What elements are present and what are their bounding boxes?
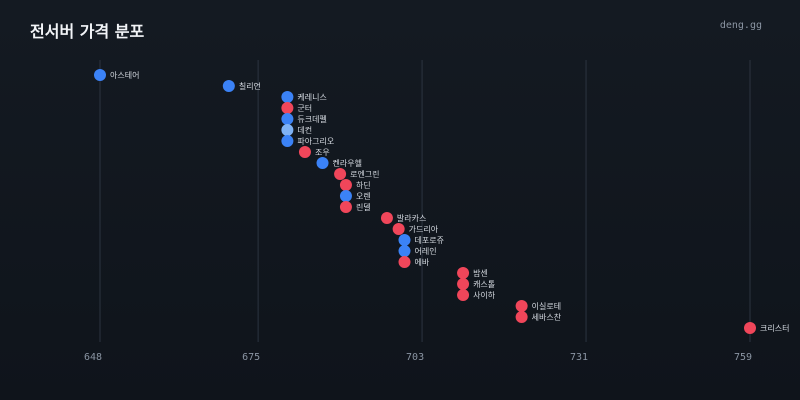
data-point[interactable] (339, 201, 352, 213)
point-label: 군터 (297, 104, 312, 113)
data-point[interactable] (281, 102, 294, 114)
point-label: 데컨 (297, 125, 312, 135)
page-title: 전서버 가격 분포 (30, 22, 145, 41)
data-point[interactable] (334, 168, 347, 180)
point-label: 데포로쥬 (415, 236, 444, 245)
data-point[interactable] (281, 135, 294, 147)
data-point[interactable] (281, 124, 294, 136)
data-point[interactable] (457, 289, 470, 301)
data-point[interactable] (298, 146, 311, 158)
point-label: 가드리아 (409, 224, 439, 234)
data-point[interactable] (339, 179, 352, 191)
point-label: 조우 (315, 148, 330, 157)
point-label: 어레인 (415, 246, 437, 256)
point-label: 아스테어 (110, 70, 139, 80)
data-point[interactable] (457, 278, 470, 290)
point-label: 크리스터 (760, 324, 789, 333)
data-point[interactable] (398, 245, 411, 257)
x-tick-label: 703 (406, 352, 424, 363)
point-label: 발라카스 (397, 213, 426, 223)
x-tick-label: 731 (570, 352, 588, 363)
x-tick-label: 648 (84, 352, 102, 363)
point-label: 이실로테 (532, 301, 561, 311)
data-point[interactable] (94, 69, 106, 81)
point-label: 사이하 (473, 290, 496, 300)
data-point[interactable] (398, 256, 411, 268)
data-point[interactable] (744, 322, 756, 334)
data-point[interactable] (457, 267, 470, 279)
data-point[interactable] (281, 113, 294, 125)
x-tick-label: 675 (242, 352, 260, 363)
x-tick-label: 759 (734, 352, 752, 363)
point-label: 로엔그린 (350, 169, 379, 179)
brand-label[interactable]: deng.gg (719, 20, 762, 31)
data-point[interactable] (515, 300, 528, 312)
data-point[interactable] (515, 311, 528, 323)
point-label: 칠리언 (239, 81, 261, 91)
data-point[interactable] (380, 212, 393, 224)
point-label: 케레니스 (297, 92, 326, 102)
point-label: 세바스찬 (532, 312, 562, 322)
data-point[interactable] (281, 91, 294, 103)
data-point[interactable] (398, 234, 411, 246)
data-point[interactable] (222, 80, 235, 92)
data-point[interactable] (392, 223, 405, 235)
point-label: 듀크데펠 (297, 114, 326, 124)
point-label: 오렌 (356, 191, 371, 201)
point-label: 캐스톨 (473, 280, 495, 289)
data-point[interactable] (316, 157, 329, 169)
point-label: 밤센 (473, 268, 488, 278)
point-label: 파아그리오 (297, 136, 334, 146)
point-label: 하딘 (356, 180, 371, 190)
data-point[interactable] (339, 190, 352, 202)
point-label: 린델 (356, 202, 371, 212)
point-label: 켄라우헬 (333, 158, 362, 168)
point-label: 에바 (415, 257, 430, 267)
